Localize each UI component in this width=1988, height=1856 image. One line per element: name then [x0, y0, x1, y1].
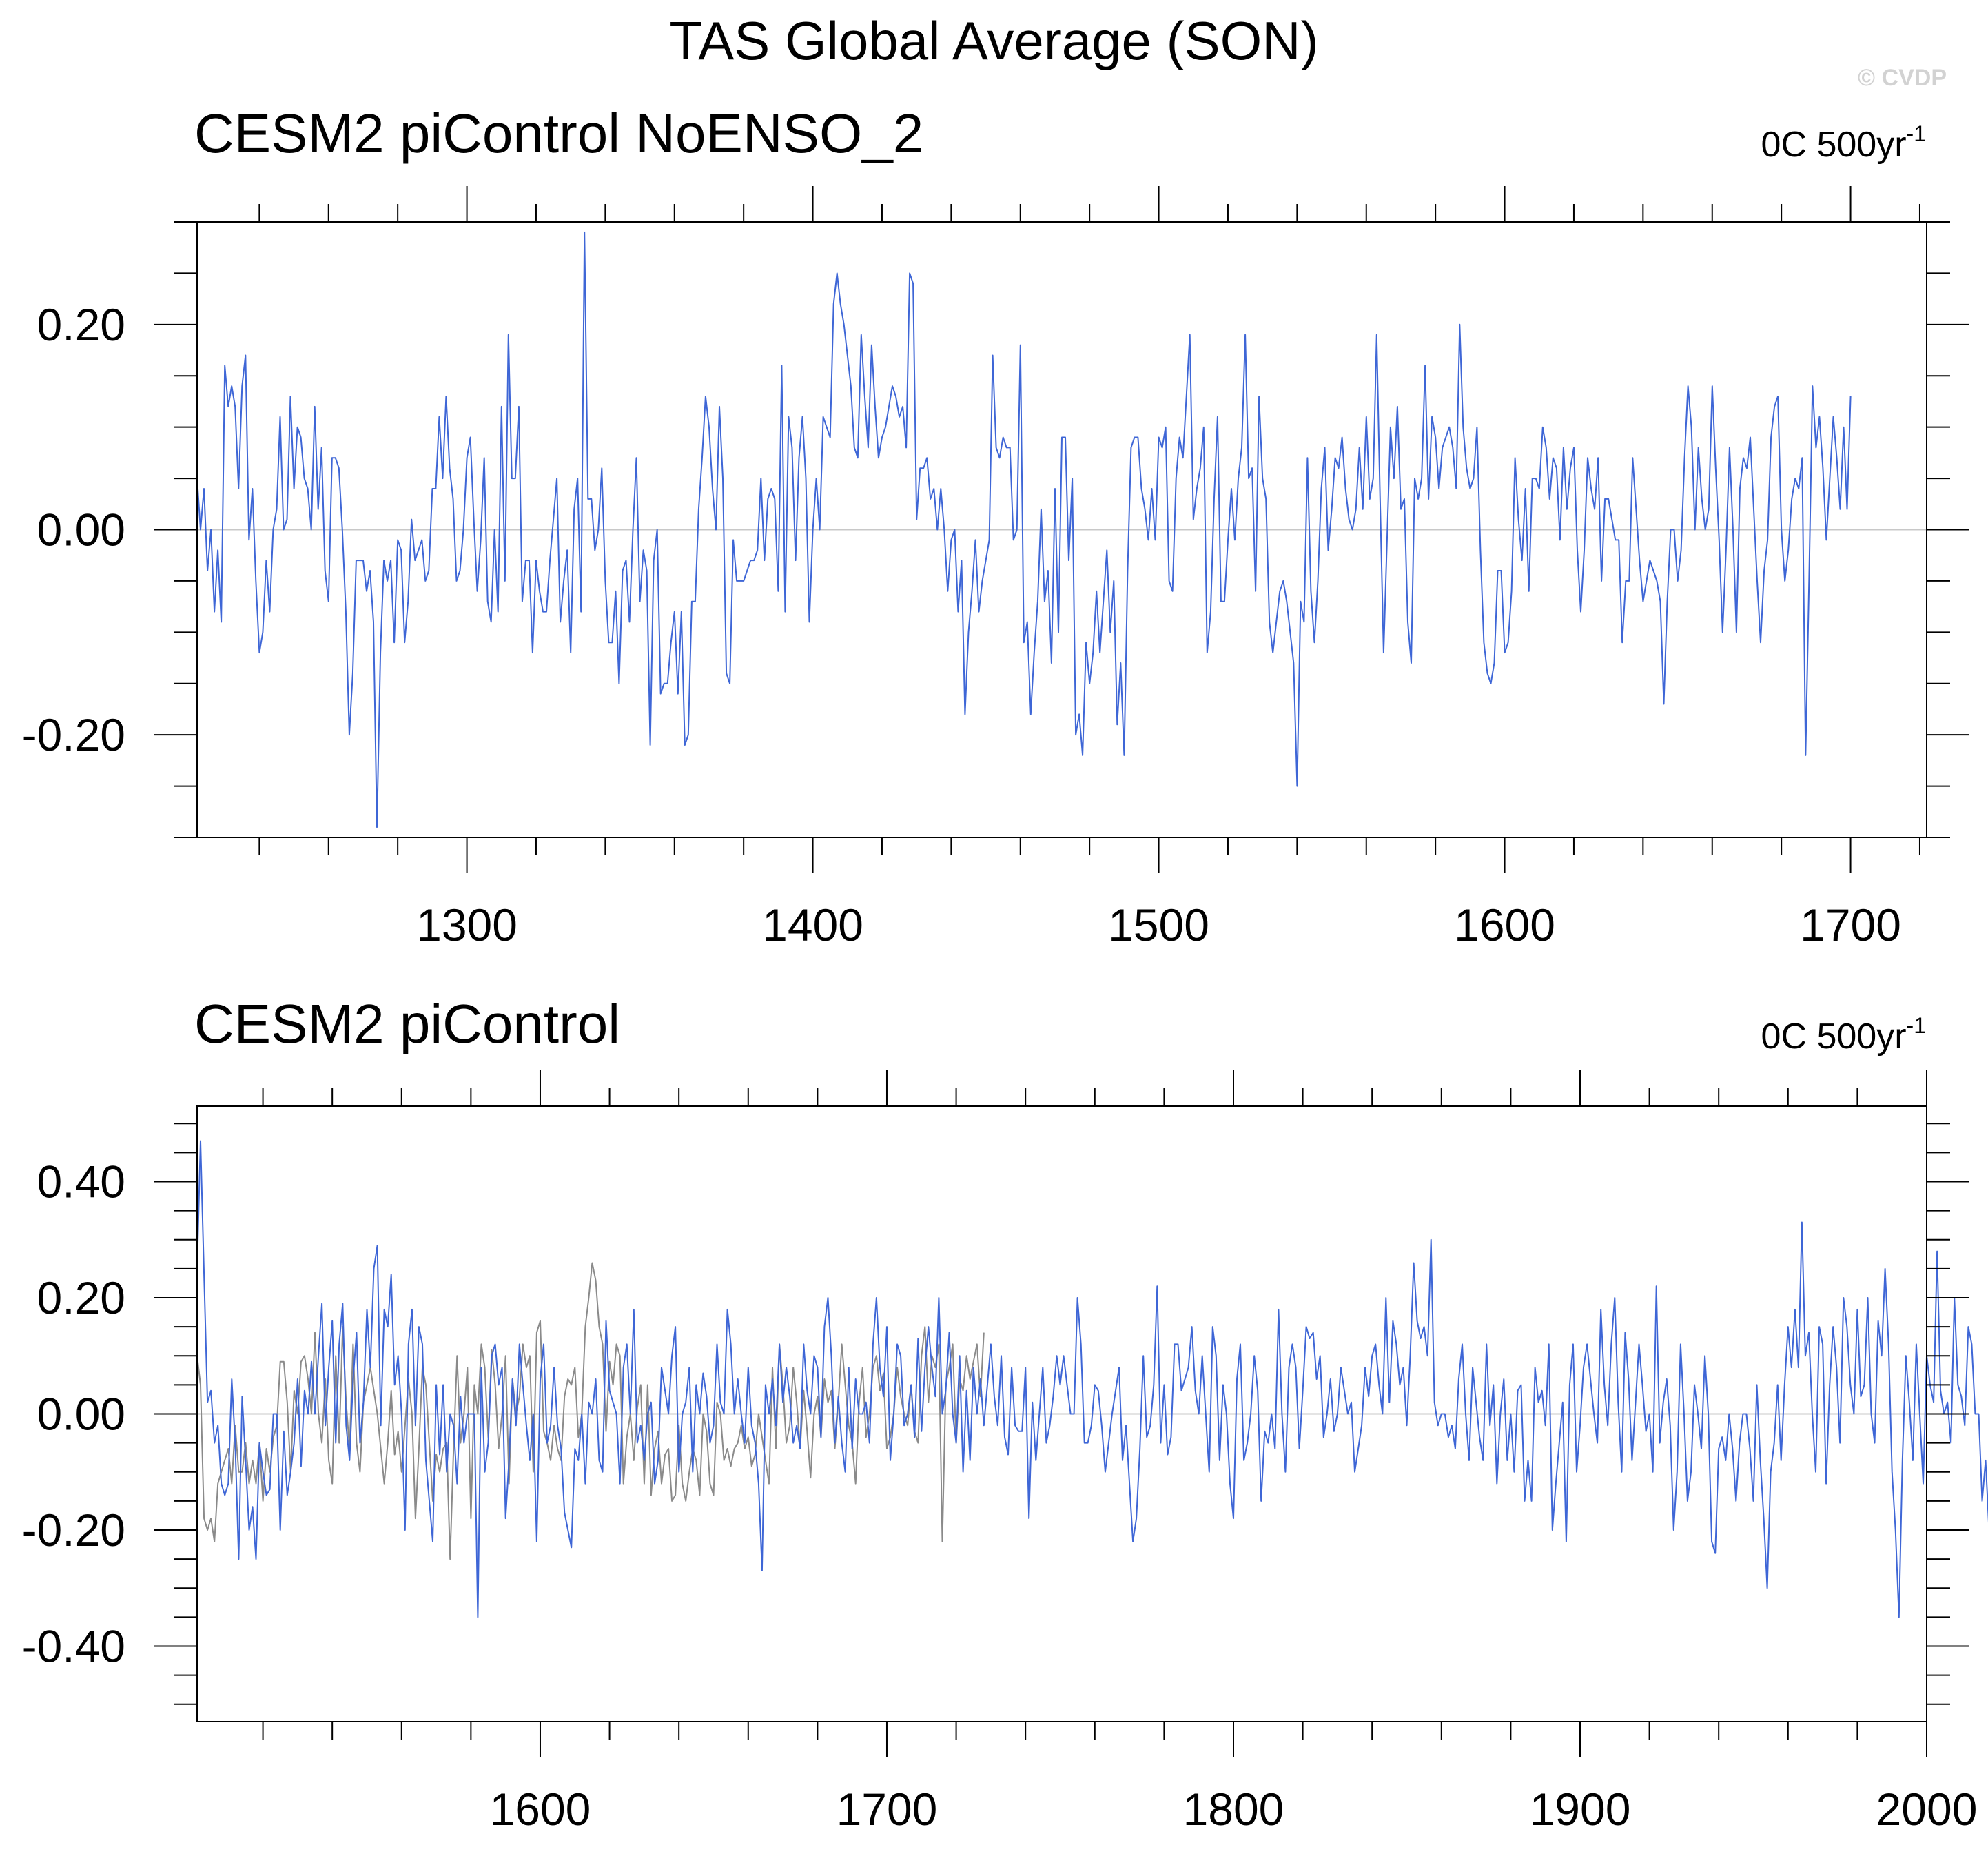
trend-exponent: -1	[1906, 1013, 1926, 1038]
page-title: TAS Global Average (SON)	[669, 10, 1319, 71]
chart-panel-bottom: CESM2 piControl 0C 500yr-1 1600 1700 1800 1…	[0, 965, 1988, 1856]
trend-exponent: -1	[1906, 121, 1926, 146]
y-tick-label: 0.00	[37, 1389, 125, 1440]
x-tick-label: 1700	[1800, 899, 1901, 950]
trend-period: 500yr	[1816, 1017, 1907, 1057]
x-tick-label: 1400	[762, 899, 863, 950]
chart-panel-top: CESM2 piControl NoENSO_2 0C 500yr-1 1300…	[22, 103, 1969, 950]
series-line-reference	[196, 1262, 985, 1560]
y-tick-label: -0.40	[22, 1620, 125, 1671]
x-tick-label: 1300	[416, 899, 518, 950]
trend-value: 0C	[1761, 125, 1807, 165]
line-chart-top: 1300 1400 1500 1600 1700 -0.20 0.00 0.20	[22, 186, 1969, 950]
copyright-watermark: © CVDP	[1858, 65, 1947, 91]
x-tick-label: 1600	[1454, 899, 1555, 950]
y-tick-label: 0.00	[37, 504, 125, 555]
panel-title: CESM2 piControl	[194, 993, 621, 1054]
y-tick-label: 0.20	[37, 1272, 125, 1323]
y-tick-label: 0.20	[37, 299, 125, 350]
trend-period: 500yr	[1816, 125, 1907, 165]
series-line	[196, 1140, 1988, 1618]
x-tick-label: 1500	[1108, 899, 1209, 950]
y-tick-label: -0.20	[22, 1505, 125, 1556]
y-tick-label: -0.20	[22, 709, 125, 760]
panel-title: CESM2 piControl NoENSO_2	[194, 103, 924, 164]
x-tick-label: 1700	[837, 1784, 938, 1835]
trend-value: 0C	[1761, 1017, 1807, 1057]
series-line	[196, 231, 1852, 828]
trend-label: 0C 500yr-1	[1761, 121, 1926, 165]
x-tick-label: 2000	[1876, 1784, 1978, 1835]
line-chart-bottom: 1600 1700 1800 1900 2000 -0.40 -0.20 0.00 0.20 0.…	[22, 1070, 1988, 1835]
x-tick-label: 1800	[1183, 1784, 1284, 1835]
trend-label: 0C 500yr-1	[1761, 1013, 1926, 1057]
x-tick-label: 1900	[1530, 1784, 1631, 1835]
y-tick-label: 0.40	[37, 1156, 125, 1207]
x-tick-label: 1600	[490, 1784, 591, 1835]
